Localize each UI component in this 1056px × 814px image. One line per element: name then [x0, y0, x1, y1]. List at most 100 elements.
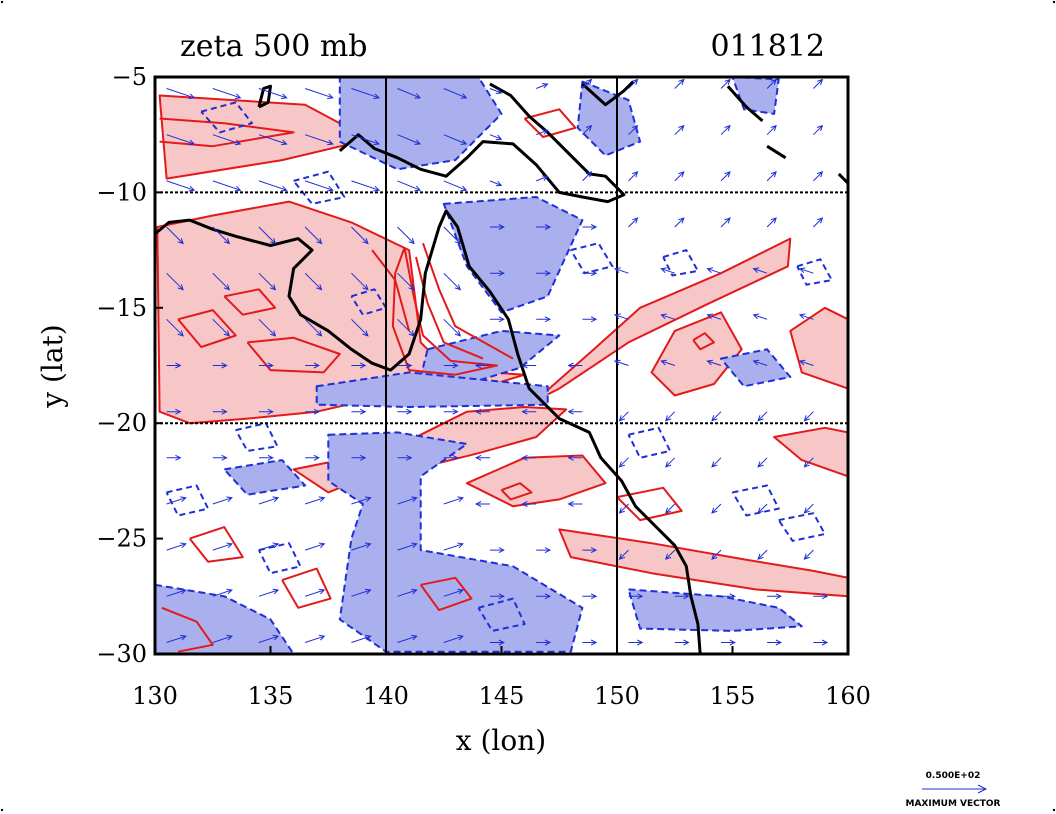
chart-date-label: 011812 — [710, 29, 825, 64]
y-tick-label: −25 — [96, 525, 147, 553]
negative-vorticity-region — [338, 77, 503, 171]
wind-vector — [628, 171, 639, 182]
positive-vorticity-contour — [500, 482, 533, 501]
wind-vector — [166, 634, 187, 643]
wind-vector — [582, 316, 598, 323]
wind-vector — [582, 224, 598, 230]
wind-vector — [766, 217, 777, 228]
wind-vector — [304, 318, 323, 337]
wind-vector — [351, 454, 367, 461]
wind-vector — [397, 454, 413, 461]
wind-vector — [582, 171, 593, 182]
negative-vorticity-contour — [796, 258, 833, 286]
wind-vector — [304, 226, 323, 245]
coastline — [155, 209, 702, 654]
wind-vector — [536, 270, 552, 277]
positive-vorticity-contour — [371, 249, 411, 332]
wind-vector — [752, 267, 768, 274]
negative-vorticity-contour — [258, 542, 302, 575]
wind-vector — [258, 588, 280, 597]
positive-vorticity-region — [789, 306, 848, 390]
wind-vector — [628, 124, 639, 136]
wind-vector — [166, 180, 196, 192]
negative-vorticity-region — [315, 371, 549, 408]
wind-vector — [803, 411, 814, 422]
vector-key-value: 0.500E+02 — [926, 771, 981, 781]
positive-vorticity-contour — [223, 288, 277, 316]
wind-vector — [474, 362, 490, 369]
wind-vector — [521, 454, 537, 461]
wind-vector — [166, 134, 196, 146]
wind-vector — [212, 496, 233, 505]
wind-vector — [582, 547, 598, 554]
wind-vector — [212, 134, 242, 146]
wind-vector — [351, 272, 369, 291]
positive-vorticity-contour — [692, 332, 715, 351]
positive-vorticity-contour — [415, 256, 484, 360]
negative-vorticity-region — [720, 348, 792, 388]
wind-vector — [351, 362, 367, 369]
wind-vector — [521, 408, 537, 415]
negative-vorticity-region — [327, 431, 584, 653]
wind-vector — [258, 362, 274, 369]
coastline — [766, 144, 787, 160]
wind-vector — [304, 588, 326, 597]
wind-vector — [212, 454, 228, 461]
positive-vorticity-contour — [159, 117, 295, 148]
wind-vector — [258, 496, 280, 505]
wind-vector — [258, 180, 288, 192]
wind-vector — [706, 267, 722, 274]
wind-vector — [489, 88, 503, 94]
wind-vector — [720, 78, 731, 89]
negative-vorticity-contour — [627, 426, 672, 459]
wind-vector — [521, 362, 537, 369]
coastline — [726, 85, 764, 123]
wind-vector — [305, 408, 321, 415]
corner-mark — [0, 0, 4, 4]
wind-vector — [813, 78, 824, 89]
wind-vector — [567, 362, 583, 369]
positive-vorticity-contour — [523, 108, 577, 138]
wind-vector — [536, 224, 552, 230]
wind-vector — [166, 588, 187, 597]
wind-vector — [304, 542, 326, 551]
vector-key-caption: MAXIMUM VECTOR — [905, 799, 1000, 809]
wind-vector — [582, 639, 598, 646]
wind-vector — [397, 88, 422, 99]
wind-vector — [706, 313, 722, 320]
wind-vector — [397, 180, 422, 192]
wind-vector — [489, 639, 505, 646]
wind-vector — [304, 180, 334, 192]
wind-vector — [660, 267, 675, 274]
negative-vorticity-fills — [155, 77, 803, 654]
x-tick-label: 140 — [363, 682, 409, 710]
wind-vector — [397, 634, 418, 643]
wind-vector — [521, 501, 537, 507]
plot-area — [155, 77, 848, 654]
positive-vorticity-region — [773, 426, 848, 478]
wind-vector — [536, 129, 549, 136]
wind-vector — [813, 171, 824, 182]
wind-vector — [304, 88, 334, 100]
wind-vector — [304, 272, 323, 291]
wind-vector — [536, 83, 549, 89]
wind-vector — [397, 134, 422, 145]
wind-vector — [166, 454, 182, 461]
wind-vector — [674, 78, 685, 89]
wind-vector — [674, 217, 685, 228]
wind-vector — [536, 639, 552, 646]
y-tick-label: −15 — [96, 294, 147, 322]
wind-vector — [720, 124, 731, 136]
wind-vector — [397, 496, 418, 505]
wind-vector — [258, 272, 277, 291]
wind-vector — [757, 457, 768, 468]
wind-vector — [582, 270, 598, 277]
wind-vector — [665, 411, 676, 422]
wind-vector — [628, 217, 639, 228]
corner-mark — [1052, 0, 1056, 4]
wind-vector — [351, 634, 372, 643]
wind-vector — [766, 78, 777, 89]
wind-vector — [166, 318, 184, 337]
wind-vector — [351, 496, 372, 505]
